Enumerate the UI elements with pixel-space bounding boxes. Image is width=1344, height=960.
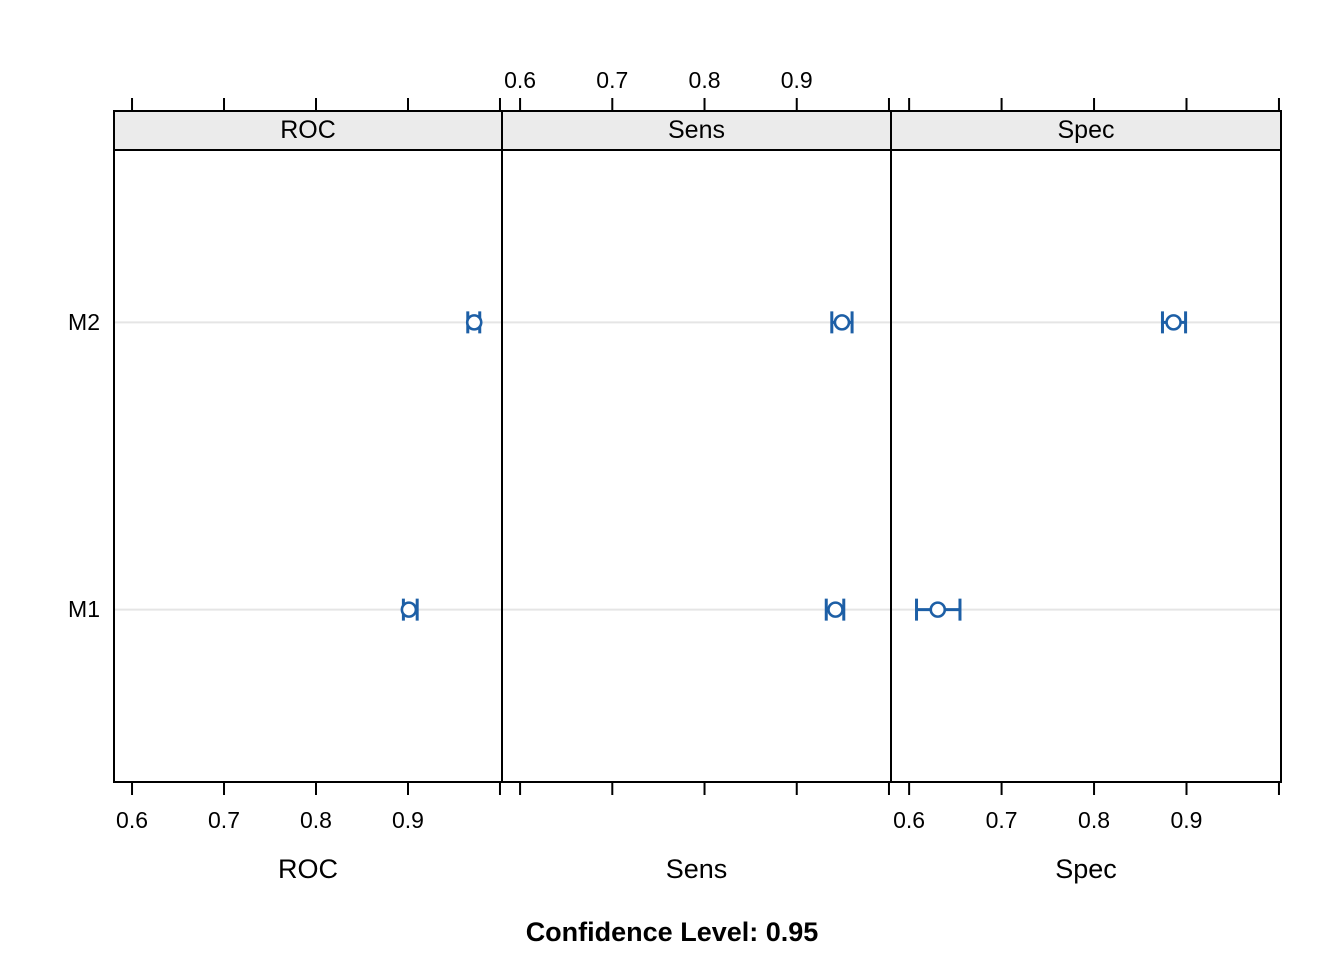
estimate-point-sens-m1: [827, 601, 844, 618]
y-tick-label-m1: M1: [68, 596, 100, 623]
x-tick-label-top: 0.9: [781, 67, 813, 93]
panel-strip-sens: [501, 110, 892, 151]
x-tick-label-bottom: 0.7: [208, 807, 240, 833]
x-tick-label-top: 0.6: [504, 67, 536, 93]
x-axis-title-roc: ROC: [278, 853, 338, 884]
x-tick-label-bottom: 0.7: [986, 807, 1018, 833]
estimate-point-roc-m2: [465, 314, 483, 331]
panel-border-spec: [890, 149, 1282, 783]
x-axis-title-spec: Spec: [1055, 853, 1117, 884]
plot-region-background: [114, 150, 1281, 782]
x-axis-title-sens: Sens: [665, 853, 728, 884]
x-tick-label-top: 0.7: [596, 67, 628, 93]
estimate-point-roc-m1: [400, 601, 418, 618]
panel-strip-title-spec: Spec: [1057, 116, 1115, 144]
x-tick-label-bottom: 0.8: [300, 807, 332, 833]
panel-strip-title-sens: Sens: [668, 116, 725, 144]
estimate-point-sens-m2: [833, 314, 851, 331]
x-tick-label-top: 0.8: [689, 67, 721, 93]
y-tick-label-m2: M2: [68, 308, 100, 335]
x-tick-label-bottom: 0.8: [1078, 807, 1110, 833]
panel-strip-title-roc: ROC: [280, 116, 336, 144]
x-tick-label-bottom: 0.9: [1171, 807, 1203, 833]
panel-strip-roc: [113, 110, 503, 151]
estimate-point-spec-m1: [929, 601, 947, 618]
x-tick-label-bottom: 0.6: [893, 807, 925, 833]
x-tick-label-bottom: 0.6: [116, 807, 148, 833]
x-tick-label-bottom: 0.9: [392, 807, 424, 833]
estimate-point-spec-m2: [1165, 314, 1182, 331]
confidence-level-subtitle: Confidence Level: 0.95: [525, 916, 819, 947]
panel-strip-spec: [890, 110, 1282, 151]
